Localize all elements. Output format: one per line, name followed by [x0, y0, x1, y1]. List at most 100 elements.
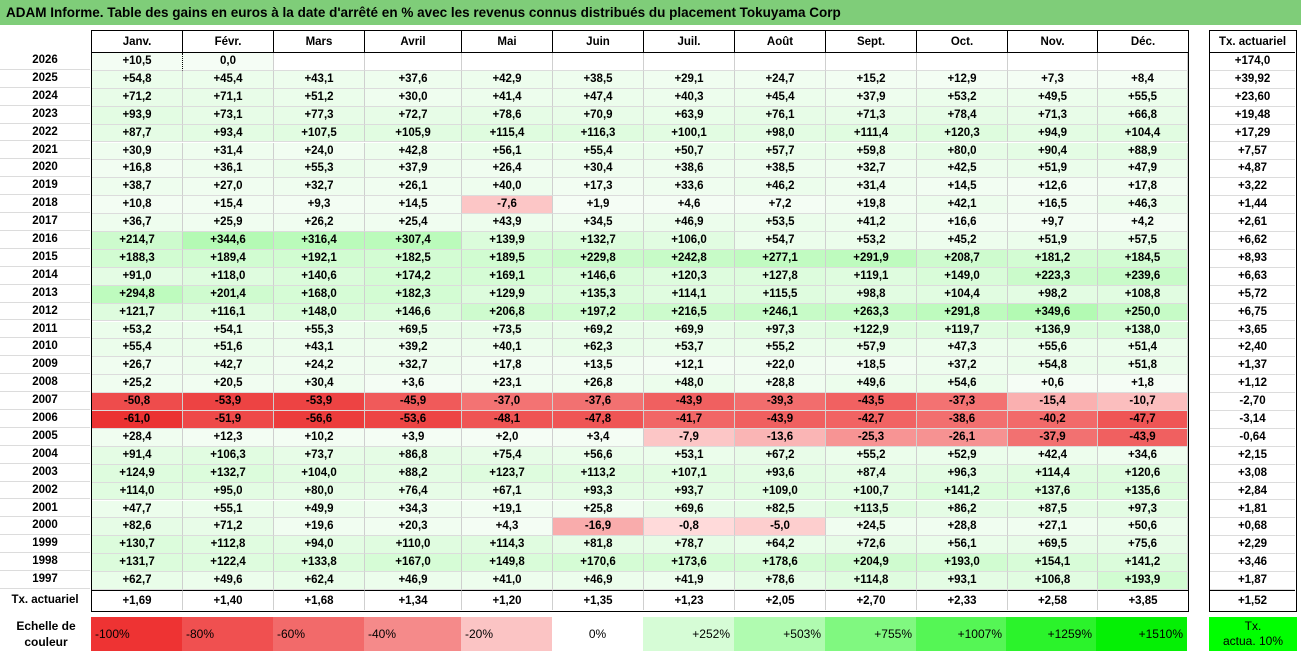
- month-header: Oct.: [917, 31, 1008, 53]
- footer-value: +2,58: [1008, 590, 1098, 610]
- page-title: ADAM Informe. Table des gains en euros à…: [0, 0, 1301, 25]
- table-cell: +120,3: [644, 267, 735, 286]
- year-column: 2026 2025 2024 2023 2022 2021 2020 2019 2018 2017…: [0, 30, 92, 612]
- table-cell: +67,2: [735, 446, 826, 465]
- table-cell: +54,6: [917, 375, 1008, 394]
- table-cell: +2,0: [462, 428, 553, 447]
- table-cell: +73,5: [462, 321, 553, 340]
- year-label: 2012: [0, 303, 90, 321]
- table-cell: -48,1: [462, 411, 553, 429]
- year-label: 2006: [0, 410, 90, 428]
- table-cell: +26,2: [274, 214, 365, 232]
- month-header: Août: [735, 31, 826, 53]
- table-cell: +94,0: [274, 536, 365, 555]
- table-cell: +121,7: [92, 303, 183, 322]
- footer-value: +1,69: [92, 590, 183, 610]
- actuarial-legend-line1: Tx.: [1244, 619, 1262, 633]
- table-cell: +49,6: [183, 572, 274, 590]
- table-cell: +37,9: [365, 160, 462, 179]
- table-cell: +7,3: [1008, 70, 1098, 89]
- table-cell: +168,0: [274, 285, 365, 304]
- month-header: Janv.: [92, 31, 183, 53]
- table-cell: [553, 53, 644, 71]
- table-cell: -15,4: [1008, 393, 1098, 411]
- month-header: Févr.: [183, 31, 274, 53]
- table-cell: +193,9: [1098, 572, 1188, 590]
- table-cell: +48,0: [644, 375, 735, 394]
- table-cell: +7,2: [735, 196, 826, 215]
- table-cell: +3,9: [365, 428, 462, 447]
- color-scale-swatch: -20%: [461, 617, 552, 651]
- actuarial-legend: Tx. actua. 10%: [1209, 617, 1297, 651]
- color-scale-swatch: -100%: [91, 617, 182, 651]
- actuarial-rate: +4,87: [1210, 160, 1295, 179]
- year-label: 2024: [0, 88, 90, 106]
- table-cell: [274, 53, 365, 71]
- table-cell: +47,7: [92, 500, 183, 519]
- actuarial-rate: -2,70: [1210, 393, 1295, 411]
- table-cell: -50,8: [92, 393, 183, 411]
- footer-value: +1,35: [553, 590, 644, 610]
- gains-table: Janv. Févr. Mars Avril Mai Juin Juil. Août Sept.…: [91, 30, 1189, 612]
- table-cell: +53,1: [644, 446, 735, 465]
- actuarial-rate: +1,12: [1210, 375, 1295, 394]
- table-cell: +45,4: [183, 70, 274, 89]
- actuarial-rate: +1,87: [1210, 572, 1295, 590]
- footer-value: +1,40: [183, 590, 274, 610]
- table-cell: [917, 53, 1008, 71]
- table-cell: -37,9: [1008, 428, 1098, 447]
- year-label: 2013: [0, 285, 90, 303]
- table-cell: +113,5: [826, 500, 917, 519]
- table-cell: +36,1: [183, 160, 274, 179]
- actuarial-rate: +3,65: [1210, 322, 1295, 340]
- table-cell: -37,0: [462, 393, 553, 411]
- table-cell: -47,8: [553, 411, 644, 429]
- table-cell: +30,9: [92, 142, 183, 161]
- table-cell: -26,1: [917, 428, 1008, 447]
- table-cell: +71,2: [183, 518, 274, 537]
- actuarial-rate: +5,72: [1210, 286, 1295, 304]
- table-cell: +64,2: [735, 536, 826, 555]
- table-cell: [1098, 53, 1188, 71]
- table-cell: -5,0: [735, 518, 826, 537]
- color-scale-swatch: +755%: [825, 617, 916, 651]
- table-cell: +14,5: [365, 196, 462, 215]
- table-cell: +87,4: [826, 464, 917, 483]
- table-cell: +69,5: [1008, 536, 1098, 555]
- table-cell: +76,1: [735, 106, 826, 125]
- table-cell: +15,2: [826, 70, 917, 89]
- table-cell: +41,2: [826, 214, 917, 232]
- actuarial-rate: +0,68: [1210, 518, 1295, 537]
- table-cell: +204,9: [826, 554, 917, 573]
- table-cell: +28,8: [735, 375, 826, 394]
- table-cell: +173,6: [644, 554, 735, 573]
- actuarial-rate: +1,37: [1210, 357, 1295, 376]
- table-cell: +12,9: [917, 70, 1008, 89]
- table-cell: +189,5: [462, 249, 553, 268]
- actuarial-rate-column: Tx. actuariel +174,0 +39,92 +23,60 +19,48 +17…: [1209, 30, 1297, 612]
- year-label: 2000: [0, 517, 90, 536]
- table-cell: +25,2: [92, 375, 183, 394]
- table-cell: +17,3: [553, 178, 644, 197]
- footer-value: +1,34: [365, 590, 462, 610]
- table-cell: +37,6: [365, 70, 462, 89]
- actuarial-rate: +2,15: [1210, 447, 1295, 465]
- table-cell: +33,6: [644, 178, 735, 197]
- color-scale-swatch: +252%: [643, 617, 734, 651]
- table-cell: +46,2: [735, 178, 826, 197]
- year-label: 2005: [0, 428, 90, 446]
- month-header: Mars: [274, 31, 365, 53]
- table-cell: +41,4: [462, 88, 553, 107]
- table-cell: +93,1: [917, 572, 1008, 590]
- table-cell: -7,9: [644, 428, 735, 447]
- table-cell: +46,9: [365, 572, 462, 590]
- table-cell: +119,1: [826, 267, 917, 286]
- table-cell: +97,3: [1098, 500, 1188, 519]
- table-cell: +100,1: [644, 124, 735, 143]
- year-label: 1997: [0, 571, 90, 589]
- table-cell: +136,9: [1008, 321, 1098, 340]
- table-cell: +49,9: [274, 500, 365, 519]
- table-cell: +181,2: [1008, 249, 1098, 268]
- table-cell: -37,6: [553, 393, 644, 411]
- table-cell: +76,4: [365, 482, 462, 501]
